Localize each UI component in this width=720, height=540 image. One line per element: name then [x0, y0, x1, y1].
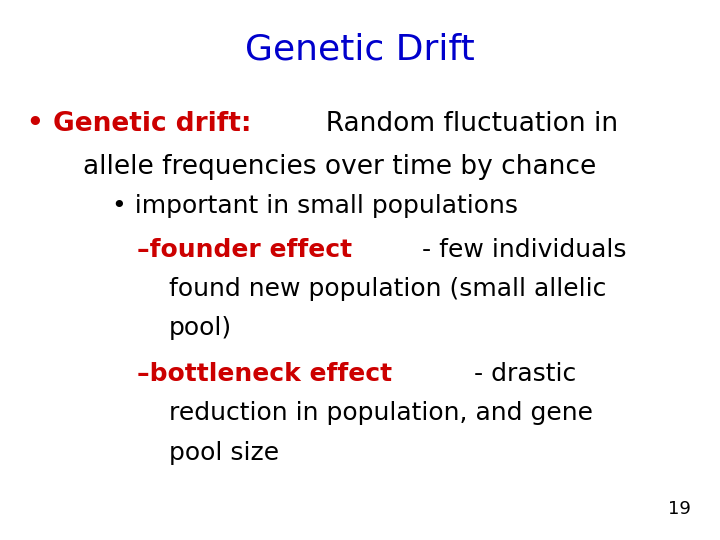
Text: - few individuals: - few individuals [415, 238, 627, 261]
Text: found new population (small allelic: found new population (small allelic [169, 277, 606, 301]
Text: Random fluctuation in: Random fluctuation in [309, 111, 618, 137]
Text: allele frequencies over time by chance: allele frequencies over time by chance [83, 154, 596, 180]
Text: –bottleneck effect: –bottleneck effect [137, 362, 392, 386]
Text: reduction in population, and gene: reduction in population, and gene [169, 401, 593, 425]
Text: - drastic: - drastic [466, 362, 576, 386]
Text: –founder effect: –founder effect [137, 238, 352, 261]
Text: 19: 19 [668, 501, 691, 518]
Text: pool size: pool size [169, 441, 279, 464]
Text: pool): pool) [169, 316, 233, 340]
Text: •: • [27, 111, 53, 137]
Text: Genetic Drift: Genetic Drift [245, 32, 475, 66]
Text: • important in small populations: • important in small populations [112, 194, 518, 218]
Text: Genetic drift:: Genetic drift: [53, 111, 251, 137]
